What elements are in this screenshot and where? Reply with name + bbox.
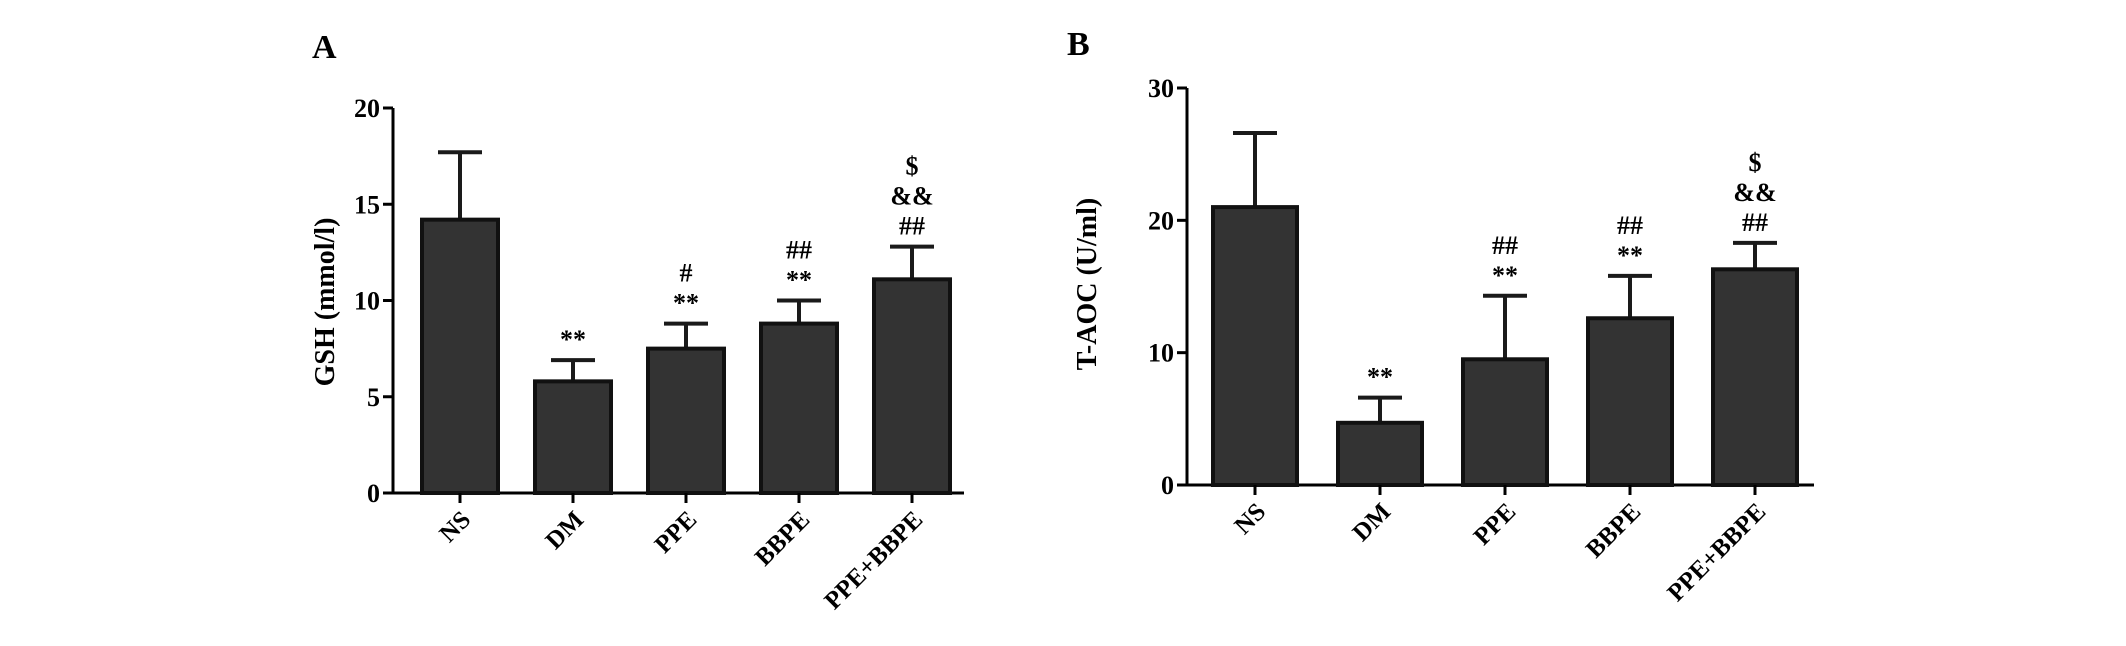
significance-annotation: ## xyxy=(786,236,812,265)
significance-annotation: ** xyxy=(673,289,699,318)
significance-annotation: ** xyxy=(786,266,812,295)
y-tick-label: 0 xyxy=(1161,471,1174,500)
significance-annotation: ** xyxy=(1492,261,1518,290)
x-tick-label: BBPE xyxy=(750,506,815,571)
significance-annotation: ** xyxy=(560,325,586,354)
chart-panel-a: A GSH (mmol/l) 0 5 10 15 20 NS DM ** PPE # ** BBPE #… xyxy=(300,0,1020,646)
bar xyxy=(1336,420,1424,488)
x-tick-label: PPE+BBPE xyxy=(820,506,929,615)
bar xyxy=(1711,267,1799,487)
significance-annotation: ** xyxy=(1367,363,1393,392)
x-tick-label: BBPE xyxy=(1581,498,1646,563)
x-tick-label: PPE xyxy=(1469,498,1521,550)
significance-annotation: ## xyxy=(1742,208,1768,237)
bar xyxy=(1211,205,1299,487)
significance-annotation: $ xyxy=(906,152,919,181)
bar xyxy=(1461,357,1549,487)
x-tick-label: DM xyxy=(541,506,590,555)
x-tick-label: NS xyxy=(435,506,477,548)
bar xyxy=(533,379,613,496)
significance-annotation: ## xyxy=(1617,211,1643,240)
x-tick-label: PPE+BBPE xyxy=(1663,498,1772,607)
y-tick-label: 20 xyxy=(354,94,380,123)
bar xyxy=(1586,316,1674,488)
y-axis-label: GSH (mmol/l) xyxy=(310,218,341,387)
y-tick-label: 15 xyxy=(354,190,380,219)
significance-annotation: ** xyxy=(1617,241,1643,270)
bar xyxy=(759,321,839,495)
significance-annotation: $ xyxy=(1749,148,1762,177)
x-tick-label: DM xyxy=(1348,498,1397,547)
y-tick-label: 30 xyxy=(1148,74,1174,103)
significance-annotation: ## xyxy=(1492,231,1518,260)
y-tick-label: 5 xyxy=(367,383,380,412)
significance-annotation: && xyxy=(1733,178,1776,207)
significance-annotation: # xyxy=(680,259,693,288)
significance-annotation: && xyxy=(890,182,933,211)
y-tick-label: 10 xyxy=(1148,339,1174,368)
bar xyxy=(646,346,726,495)
y-axis-label: T-AOC (U/ml) xyxy=(1072,198,1103,370)
x-tick-label: NS xyxy=(1230,498,1272,540)
y-tick-label: 20 xyxy=(1148,206,1174,235)
x-tick-label: PPE xyxy=(650,506,702,558)
panel-label: A xyxy=(312,29,337,66)
chart-panel-b: B T-AOC (U/ml) 0 10 20 30 NS DM ** PPE ## ** BBPE #… xyxy=(1060,0,1826,646)
bar xyxy=(420,217,500,495)
panel-label: B xyxy=(1067,26,1090,63)
significance-annotation: ## xyxy=(899,212,925,241)
y-tick-label: 10 xyxy=(354,287,380,316)
bar xyxy=(872,277,952,496)
y-tick-label: 0 xyxy=(367,479,380,508)
